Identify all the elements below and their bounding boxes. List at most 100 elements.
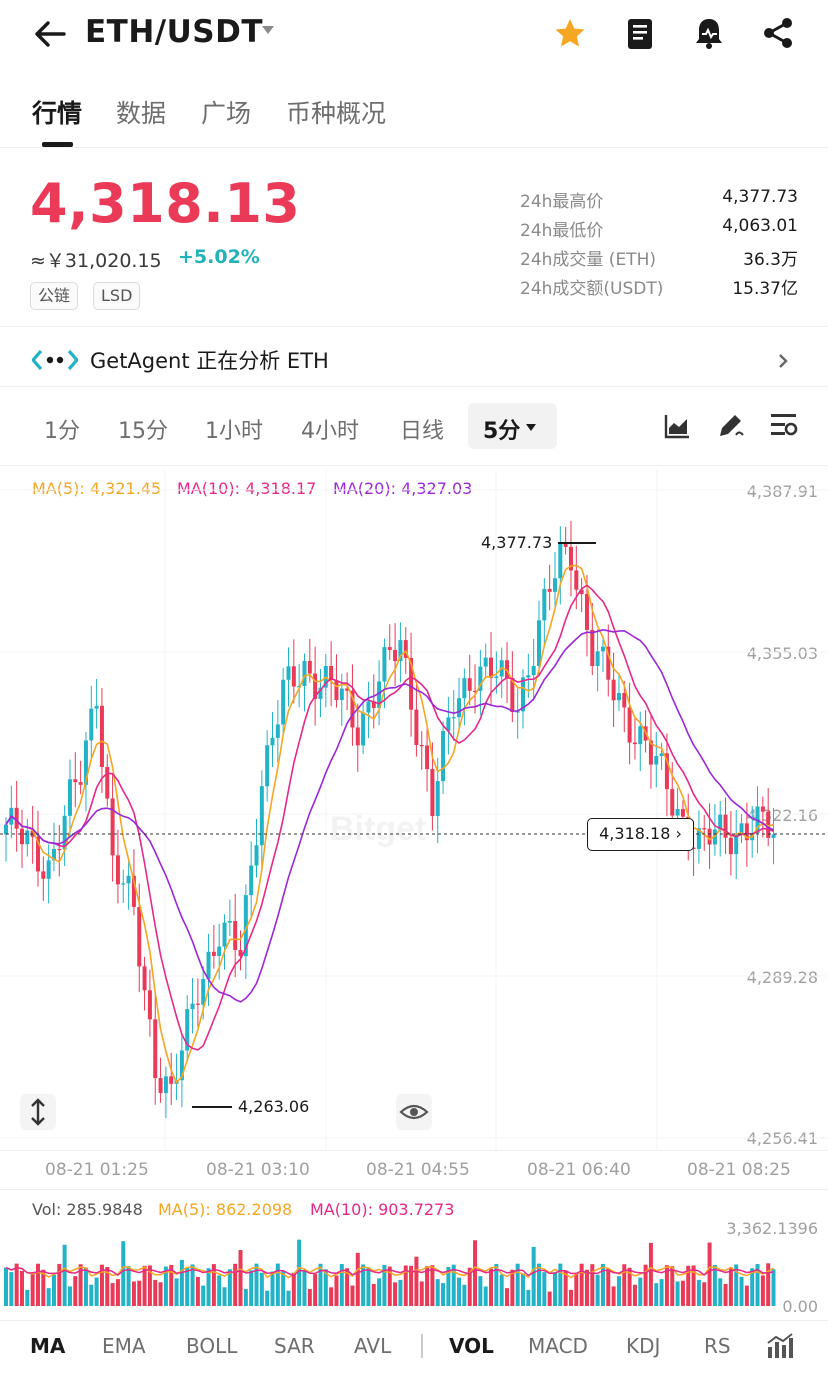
- pair-dropdown-icon[interactable]: [262, 26, 274, 34]
- volume-bar: [259, 1272, 264, 1306]
- volume-bar: [371, 1283, 376, 1306]
- candle-body: [137, 906, 142, 967]
- volume-chart[interactable]: [0, 1222, 828, 1318]
- volume-bar: [78, 1264, 83, 1306]
- pair-title[interactable]: ETH/USDT: [85, 14, 263, 50]
- volume-bar: [659, 1279, 664, 1306]
- volume-bar: [457, 1277, 462, 1306]
- volume-bar: [393, 1282, 398, 1306]
- candle-body: [489, 657, 494, 678]
- volume-bar: [94, 1277, 99, 1306]
- star-icon[interactable]: [552, 16, 588, 52]
- indicator-ma[interactable]: MA: [30, 1334, 66, 1358]
- candle-body: [62, 815, 67, 850]
- interval-selected-dropdown[interactable]: 5分: [468, 403, 557, 449]
- getagent-banner[interactable]: GetAgent 正在分析 ETH: [0, 333, 828, 387]
- candle-body: [393, 649, 398, 662]
- candle-body: [707, 828, 712, 845]
- candle-body: [547, 588, 552, 592]
- price-change: +5.02%: [178, 246, 260, 268]
- candle-body: [190, 1003, 195, 1010]
- indicator-avl[interactable]: AVL: [354, 1334, 392, 1358]
- draw-tool-icon[interactable]: [716, 410, 746, 440]
- volume-bar: [158, 1282, 163, 1306]
- candle-body: [366, 701, 371, 713]
- volume-bar: [382, 1264, 387, 1306]
- volume-bar: [760, 1275, 765, 1306]
- chart-type-icon[interactable]: [663, 412, 691, 440]
- candle-body: [462, 678, 467, 699]
- volume-bar: [505, 1288, 510, 1306]
- volume-bar: [734, 1264, 739, 1306]
- volume-bar: [366, 1267, 371, 1306]
- candle-body: [110, 798, 115, 856]
- volume-bar: [670, 1266, 675, 1306]
- volume-bar: [334, 1275, 339, 1306]
- volume-bar: [9, 1272, 14, 1306]
- candle-body: [153, 1019, 158, 1079]
- candle-body: [121, 883, 126, 885]
- candle-body: [430, 769, 435, 817]
- candle-body: [94, 705, 99, 709]
- interval-1d[interactable]: 日线: [400, 419, 445, 444]
- interval-1m[interactable]: 1分: [44, 419, 80, 444]
- tag-lsd[interactable]: LSD: [93, 282, 141, 310]
- tab-coin-overview[interactable]: 币种概况: [286, 99, 387, 128]
- indicator-settings-icon[interactable]: [766, 1333, 794, 1359]
- volume-bar: [121, 1241, 126, 1306]
- volume-bar: [195, 1276, 200, 1306]
- candle-body: [574, 570, 579, 590]
- indicator-sar[interactable]: SAR: [274, 1334, 315, 1358]
- volume-bar: [547, 1291, 552, 1306]
- alert-bell-icon[interactable]: [691, 15, 727, 51]
- candle-body: [286, 666, 291, 680]
- candlestick-chart[interactable]: Bitget: [0, 470, 828, 1150]
- indicator-rsi[interactable]: RS: [704, 1334, 731, 1358]
- candle-body: [696, 828, 701, 849]
- volume-bar: [361, 1264, 366, 1306]
- candle-body: [760, 806, 765, 812]
- volume-bar: [62, 1244, 67, 1306]
- indicator-ema[interactable]: EMA: [102, 1334, 146, 1358]
- volume-bar: [89, 1284, 94, 1306]
- candle-body: [521, 677, 526, 712]
- volume-bar: [616, 1276, 621, 1306]
- back-arrow-icon[interactable]: [30, 14, 70, 54]
- interval-4h[interactable]: 4小时: [301, 419, 359, 444]
- candle-body: [131, 875, 136, 907]
- candles: [4, 520, 776, 1119]
- tag-public-chain[interactable]: 公链: [30, 282, 79, 310]
- candle-body: [259, 786, 264, 846]
- tab-market[interactable]: 行情: [32, 99, 83, 128]
- indicator-macd[interactable]: MACD: [528, 1334, 588, 1358]
- volume-bar: [718, 1278, 723, 1306]
- volume-bar: [478, 1276, 483, 1306]
- candle-body: [329, 665, 334, 681]
- notebook-icon[interactable]: [622, 16, 658, 52]
- indicator-boll[interactable]: BOLL: [186, 1334, 238, 1358]
- current-price-tag[interactable]: 4,318.18 ›: [587, 818, 694, 851]
- visibility-toggle-button[interactable]: [396, 1094, 432, 1130]
- tab-data[interactable]: 数据: [116, 99, 167, 128]
- tab-square[interactable]: 广场: [201, 99, 252, 128]
- candle-body: [249, 865, 254, 896]
- scale-toggle-button[interactable]: [20, 1094, 56, 1130]
- candle-body: [163, 1076, 168, 1093]
- candle-body: [377, 681, 382, 708]
- x-tick-label: 08-21 08:25: [687, 1160, 791, 1180]
- interval-1h[interactable]: 1小时: [205, 419, 263, 444]
- indicator-kdj[interactable]: KDJ: [626, 1334, 661, 1358]
- chart-settings-icon[interactable]: [769, 411, 799, 439]
- volume-bar: [350, 1285, 355, 1306]
- interval-15m[interactable]: 15分: [118, 419, 168, 444]
- volume-bar: [531, 1246, 536, 1306]
- indicator-vol[interactable]: VOL: [449, 1334, 494, 1358]
- low-marker-line: [192, 1106, 232, 1108]
- share-icon[interactable]: [760, 15, 796, 51]
- candle-body: [718, 814, 723, 830]
- volume-bar: [318, 1263, 323, 1306]
- candle-body: [670, 789, 675, 816]
- candle-body: [409, 657, 414, 710]
- volume-bar: [627, 1267, 632, 1306]
- candle-body: [680, 809, 685, 817]
